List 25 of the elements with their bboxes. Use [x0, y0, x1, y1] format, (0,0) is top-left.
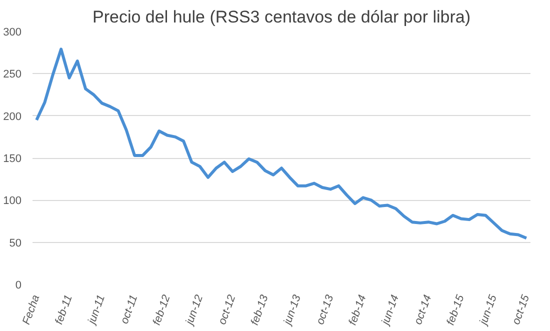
x-tick-label: jun-11 [85, 293, 108, 328]
y-tick-label: 100 [3, 195, 22, 208]
x-tick-label: jun-13 [281, 292, 304, 328]
x-tick-label: feb-11 [53, 293, 75, 326]
x-tick-label: feb-13 [248, 292, 272, 327]
y-tick-label: 300 [3, 26, 22, 38]
x-tick-label: oct-12 [216, 293, 238, 326]
chart-title: Precio del hule (RSS3 centavos de dólar por libra) [92, 8, 470, 26]
x-tick-label: jun-15 [476, 292, 500, 328]
x-tick-label: jun-14 [379, 293, 402, 328]
x-tick-label: feb-15 [444, 292, 468, 327]
y-tick-label: 250 [3, 68, 22, 81]
x-tick-label: feb-12 [150, 293, 173, 327]
line-series [35, 48, 528, 240]
x-tick-label: oct-13 [314, 292, 336, 326]
x-tick-label: oct-11 [118, 293, 140, 326]
y-tick-label: 150 [3, 153, 22, 165]
x-tick-label: Fecha [20, 293, 42, 326]
x-tick-label: jun-12 [183, 293, 206, 328]
y-tick-label: 200 [3, 110, 22, 123]
x-tick-label: oct-14 [412, 293, 434, 326]
y-tick-label: 50 [9, 237, 22, 250]
y-tick-label: 0 [15, 280, 22, 292]
x-tick-label: oct-15 [510, 292, 532, 326]
x-tick-label: feb-14 [346, 293, 369, 327]
